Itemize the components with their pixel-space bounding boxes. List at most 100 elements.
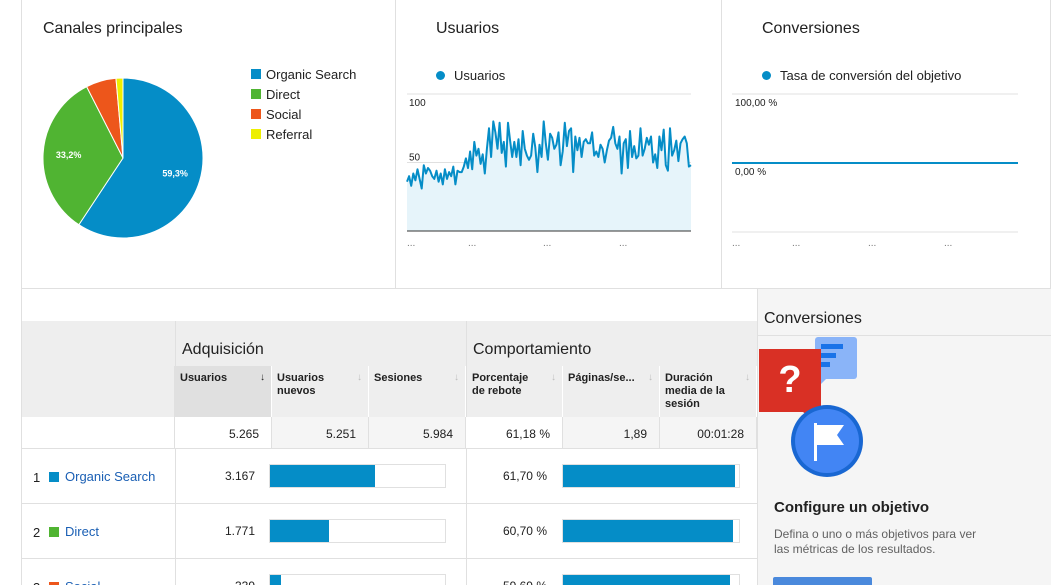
row-rebote-bar <box>562 464 740 488</box>
row-channel-link[interactable]: Direct <box>65 524 99 539</box>
x-tick-label: ... <box>468 238 476 249</box>
column-divider <box>175 449 176 585</box>
top-channels-legend: Organic Search Direct Social Referral <box>251 64 356 144</box>
row-usuarios-bar <box>269 519 446 543</box>
row-rebote-bar <box>562 574 740 585</box>
sort-arrow-icon: ↓ <box>260 372 265 383</box>
pie-slice <box>115 77 124 159</box>
total-usuarios-nuevos: 5.251 <box>272 417 369 449</box>
total-sesiones: 5.984 <box>369 417 466 449</box>
side-panel-title: Conversiones <box>764 310 862 327</box>
legend-item-organic-search[interactable]: Organic Search <box>251 64 356 84</box>
total-usuarios: 5.265 <box>175 417 272 449</box>
configure-goal-button[interactable] <box>773 577 872 585</box>
legend-item-referral[interactable]: Referral <box>251 124 356 144</box>
users-series-legend[interactable]: Usuarios <box>436 68 505 83</box>
row-color-swatch <box>49 582 59 585</box>
row-usuarios-value: 1.771 <box>224 524 255 538</box>
y-tick-label: 50 <box>409 153 421 164</box>
row-rank: 3 <box>33 580 40 585</box>
col-header-paginas[interactable]: Páginas/se... ↓ <box>563 366 660 417</box>
x-tick-label: ... <box>944 238 952 249</box>
col-header-label: Usuarios nuevos <box>277 372 325 397</box>
col-header-label: Sesiones <box>374 372 423 384</box>
pie-slice <box>78 77 204 239</box>
series-label: Tasa de conversión del objetivo <box>780 68 962 83</box>
row-usuarios-bar <box>269 574 446 585</box>
goal-description: Defina o uno o más objetivos para ver la… <box>774 527 977 556</box>
channels-table: Adquisición Comportamiento Usuarios ↓ Us… <box>22 321 757 585</box>
behavior-group-header: Comportamiento <box>466 321 757 366</box>
top-channels-title: Canales principales <box>43 20 183 37</box>
col-header-label: Duración media de la sesión <box>665 372 725 410</box>
acquisition-group-header: Adquisición <box>175 321 466 366</box>
x-tick-label: ... <box>543 238 551 249</box>
users-card: Usuarios Usuarios 100 50............ <box>396 0 722 289</box>
legend-item-social[interactable]: Social <box>251 104 356 124</box>
row-usuarios-bar <box>269 464 446 488</box>
row-channel-link[interactable]: Social <box>65 579 100 585</box>
x-tick-label: ... <box>792 238 800 249</box>
legend-item-direct[interactable]: Direct <box>251 84 356 104</box>
svg-text:?: ? <box>778 359 801 401</box>
column-divider <box>466 449 467 585</box>
users-title: Usuarios <box>436 20 500 37</box>
row-rebote-bar <box>562 519 740 543</box>
row-usuarios-value: 3.167 <box>224 469 255 483</box>
acquisition-group-label: Adquisición <box>182 341 264 358</box>
totals-blank <box>22 417 175 449</box>
table-header-blank <box>22 321 175 366</box>
conversions-title: Conversiones <box>762 20 860 37</box>
y-tick-label: 100 <box>409 98 426 109</box>
col-header-usuarios[interactable]: Usuarios ↓ <box>175 366 272 417</box>
conversions-line-chart[interactable]: 100,00 % 0,00 %............ <box>722 0 1051 289</box>
sort-arrow-icon: ↓ <box>454 372 459 383</box>
col-header-label: Páginas/se... <box>568 372 635 384</box>
top-channels-card: Canales principales 59,3% 33,2% Organic S… <box>22 0 396 289</box>
table-row: 3 Social 339 59,69 % <box>22 559 757 585</box>
series-dot <box>762 71 771 80</box>
col-header-label: Porcentaje de rebote <box>472 372 529 397</box>
x-tick-label: ... <box>407 238 415 249</box>
users-series-line <box>406 120 692 190</box>
row-rebote-value: 60,70 % <box>502 524 547 538</box>
sort-arrow-icon: ↓ <box>551 372 556 383</box>
row-color-swatch <box>49 472 59 482</box>
goal-illustration-icon: ? <box>759 337 863 477</box>
col-header-usuarios-nuevos[interactable]: Usuarios nuevos ↓ <box>272 366 369 417</box>
conversions-card: Conversiones Tasa de conversión del obje… <box>722 0 1051 289</box>
table-dimension-header <box>22 366 175 417</box>
divider <box>758 335 1051 336</box>
bar-fill <box>563 520 733 542</box>
row-color-swatch <box>49 527 59 537</box>
conversions-series-legend[interactable]: Tasa de conversión del objetivo <box>762 68 961 83</box>
table-row: 1 Organic Search 3.167 61,70 % <box>22 449 757 504</box>
behavior-group-label: Comportamiento <box>473 341 592 358</box>
series-dot <box>436 71 445 80</box>
col-header-label: Usuarios <box>180 372 228 384</box>
row-usuarios-value: 339 <box>175 579 255 585</box>
x-tick-label: ... <box>732 238 740 249</box>
col-header-rebote[interactable]: Porcentaje de rebote ↓ <box>466 366 563 417</box>
legend-swatch <box>251 109 261 119</box>
x-tick-label: ... <box>868 238 876 249</box>
legend-swatch <box>251 89 261 99</box>
legend-label: Referral <box>266 126 313 142</box>
total-paginas: 1,89 <box>563 417 660 449</box>
col-header-sesiones[interactable]: Sesiones ↓ <box>369 366 466 417</box>
col-header-duracion[interactable]: Duración media de la sesión ↓ <box>660 366 757 417</box>
row-rank: 2 <box>33 525 41 540</box>
row-rebote-value: 59,69 % <box>466 579 547 585</box>
top-channels-pie-chart[interactable]: 59,3% 33,2% <box>22 0 396 289</box>
bar-fill <box>563 575 731 585</box>
row-channel-link[interactable]: Organic Search <box>65 469 156 484</box>
row-rebote-value: 61,70 % <box>502 469 547 483</box>
legend-label: Social <box>266 106 302 122</box>
y-tick-label: 0,00 % <box>735 167 766 178</box>
left-gutter <box>0 0 22 585</box>
pie-slice <box>42 86 124 226</box>
bar-fill <box>563 465 736 487</box>
users-area-chart[interactable]: 100 50............ <box>396 0 722 289</box>
conversions-side-panel: Conversiones ? Configure un objetivo Def… <box>757 289 1051 585</box>
row-rank: 1 <box>33 470 41 485</box>
